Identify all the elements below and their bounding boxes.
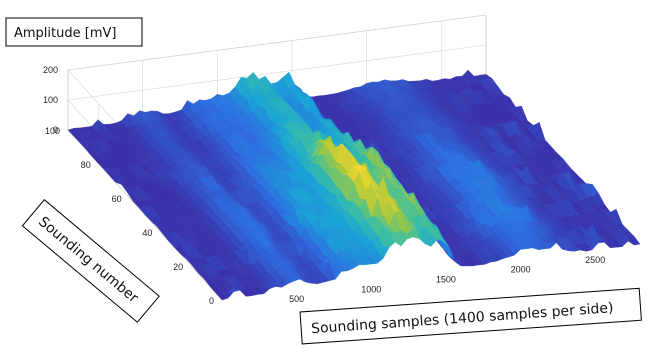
- ylabel: Sounding number: [35, 214, 141, 307]
- surface-cell: [627, 236, 641, 246]
- y-tick-label-3: 60: [112, 194, 122, 204]
- y-tick-label-2: 40: [142, 228, 152, 238]
- grid-line-z-back-1: [67, 44, 487, 101]
- x-tick-label-2: 1500: [436, 275, 456, 285]
- x-tick-label-3: 2000: [511, 265, 531, 275]
- zlabel: Amplitude [mV]: [14, 26, 116, 41]
- y-tick-label-1: 20: [173, 262, 183, 272]
- x-tick-label-1: 1000: [361, 284, 381, 294]
- x-tick-label-4: 2500: [585, 255, 605, 265]
- z-tick-label-0: 0: [53, 125, 58, 135]
- x-tick-label-0: 500: [289, 294, 304, 304]
- z-tick-label-1: 100: [43, 95, 58, 105]
- zlabel-box: Amplitude [mV]: [5, 17, 143, 47]
- grid-line-z-back-2: [67, 14, 487, 71]
- ylabel-box: Sounding number: [21, 199, 160, 323]
- y-tick-label-5: 100: [45, 126, 60, 136]
- y-tick-label-0: 0: [209, 296, 214, 306]
- xlabel-box: Sounding samples (1400 samples per side): [299, 287, 642, 345]
- y-tick-label-4: 80: [81, 160, 91, 170]
- z-tick-label-2: 200: [43, 65, 58, 75]
- surface-mesh: [67, 69, 641, 301]
